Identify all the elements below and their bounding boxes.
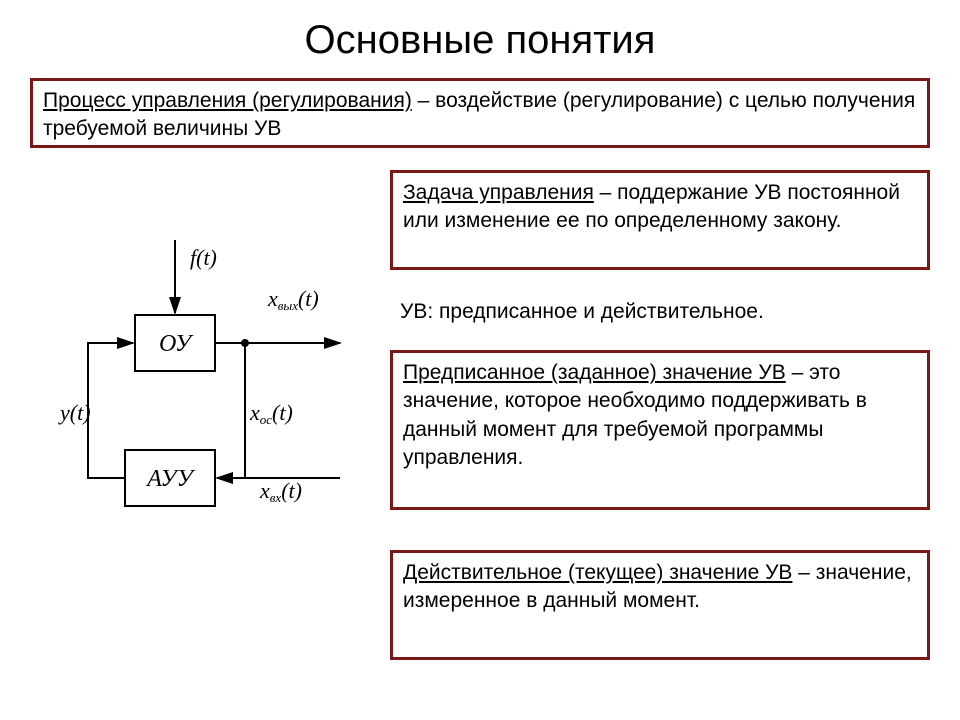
- definition-box-task: Задача управления – поддержание УВ посто…: [390, 170, 930, 270]
- svg-text:f(t): f(t): [190, 245, 217, 270]
- svg-text:xос(t): xос(t): [249, 400, 293, 427]
- svg-text:xвых(t): xвых(t): [267, 286, 319, 313]
- diagram-svg: ОУ АУУ f(t) xвых(t) y(t) xос(t) xвх(t): [40, 220, 380, 540]
- definition-box-process: Процесс управления (регулирования) – воз…: [30, 78, 930, 148]
- term: Задача управления: [403, 181, 594, 204]
- definition-box-prescribed: Предписанное (заданное) значение УВ – эт…: [390, 350, 930, 510]
- svg-text:xвх(t): xвх(t): [259, 478, 302, 505]
- term: Действительное (текущее) значение УВ: [403, 561, 792, 584]
- term: Процесс управления (регулирования): [43, 89, 412, 112]
- plain-text-uv: УВ: предписанное и действительное.: [400, 300, 764, 324]
- svg-text:АУУ: АУУ: [145, 466, 195, 492]
- svg-text:y(t): y(t): [58, 400, 91, 425]
- term: Предписанное (заданное) значение УВ: [403, 361, 786, 384]
- control-loop-diagram: ОУ АУУ f(t) xвых(t) y(t) xос(t) xвх(t): [40, 220, 380, 540]
- definition-box-actual: Действительное (текущее) значение УВ – з…: [390, 550, 930, 660]
- svg-text:ОУ: ОУ: [159, 331, 194, 357]
- page-title: Основные понятия: [0, 0, 960, 71]
